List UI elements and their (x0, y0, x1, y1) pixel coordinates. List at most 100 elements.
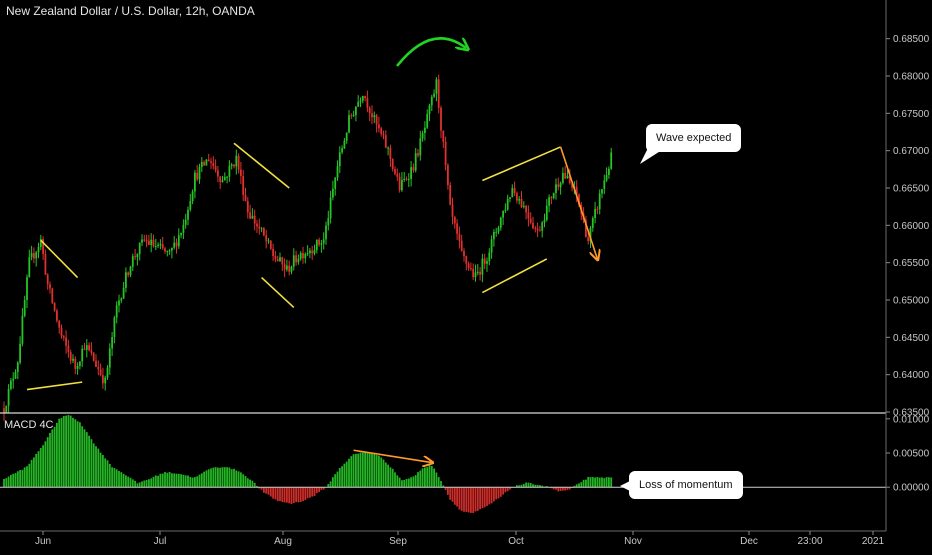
price-tick-label: 0.67500 (893, 109, 930, 120)
candle-body (92, 352, 95, 361)
candle-body (476, 271, 479, 273)
macd-bar (488, 487, 491, 505)
macd-bar (97, 448, 100, 488)
macd-bar (412, 476, 415, 488)
macd-bar (189, 476, 192, 488)
macd-bar (391, 468, 394, 488)
candle-body (472, 268, 475, 278)
divergence-arrow (353, 449, 432, 462)
macd-bar (327, 484, 330, 488)
price-tick-label: 0.66000 (893, 221, 930, 232)
macd-bar (396, 475, 399, 488)
candle-body (456, 223, 458, 234)
candle-body (302, 253, 304, 259)
macd-bar (364, 451, 366, 488)
candle-body (451, 204, 454, 217)
candle-body (437, 79, 440, 108)
candle-body (39, 239, 42, 248)
candle-body (384, 135, 387, 148)
macd-bar (33, 457, 35, 488)
candle-body (486, 261, 488, 264)
macd-bar (566, 487, 569, 490)
candle-body (338, 152, 341, 167)
candle-body (150, 239, 153, 245)
macd-bar (205, 470, 208, 488)
macd-bar (10, 474, 12, 488)
candle-body (214, 166, 217, 171)
macd-bar (19, 470, 21, 488)
macd-bar (442, 485, 445, 488)
candle-body (283, 264, 286, 270)
candle-body (106, 367, 109, 378)
macd-bar (552, 487, 555, 490)
macd-bar (65, 415, 67, 488)
candle-body (136, 254, 139, 258)
candle-body (566, 175, 569, 179)
candle-body (81, 348, 84, 362)
candle-body (127, 272, 130, 276)
candle-body (463, 250, 465, 257)
macd-bar (472, 487, 475, 513)
candle-body (318, 239, 320, 245)
candle-body (382, 133, 385, 136)
candle-body (198, 167, 201, 180)
candle-body (207, 159, 210, 162)
macd-bar (177, 473, 180, 488)
candle-body (499, 217, 502, 228)
macd-bar (304, 487, 307, 501)
candle-body (350, 115, 353, 117)
time-tick-label: Jun (35, 536, 51, 547)
macd-bar (194, 477, 196, 488)
macd-bar (520, 484, 523, 488)
candle-body (329, 197, 332, 219)
macd-bar (336, 471, 339, 488)
macd-bar (426, 467, 429, 488)
macd-bar (603, 478, 606, 488)
candle-body (233, 164, 235, 167)
macd-bar (550, 487, 553, 489)
candle-body (315, 239, 318, 251)
macd-bar (79, 422, 81, 488)
chart-title: New Zealand Dollar / U.S. Dollar, 12h, O… (6, 4, 255, 18)
candle-body (74, 358, 77, 369)
macd-bar (111, 467, 113, 488)
macd-bar (3, 478, 5, 488)
callout-pointer (640, 148, 662, 164)
candle-body (405, 178, 408, 180)
candle-body (30, 253, 33, 258)
candle-body (90, 350, 93, 353)
macd-bar (382, 459, 385, 488)
candle-body (591, 218, 594, 229)
candle-body (332, 188, 334, 198)
time-tick-label: 2021 (862, 536, 885, 547)
candle-body (69, 352, 72, 361)
macd-bar (21, 469, 24, 488)
macd-bar (104, 458, 107, 488)
time-tick-label: Nov (624, 536, 642, 547)
macd-bar (380, 457, 383, 488)
candle-body (398, 176, 401, 191)
macd-bar (173, 473, 176, 488)
candle-body (42, 239, 44, 255)
candle-body (203, 161, 205, 166)
candle-body (497, 227, 500, 232)
macd-bar (286, 487, 288, 503)
candle-body (83, 348, 86, 350)
macd-bar (141, 481, 143, 488)
macd-bar (368, 452, 371, 488)
macd-bar (506, 487, 509, 492)
candle-body (246, 201, 249, 213)
macd-bar (522, 483, 525, 488)
candle-body (299, 253, 302, 259)
candle-body (449, 184, 452, 205)
macd-bar (187, 475, 189, 488)
candle-body (320, 243, 323, 245)
candle-body (311, 250, 314, 254)
macd-bar (62, 416, 65, 488)
candle-body (557, 184, 560, 188)
candle-body (235, 155, 238, 167)
candle-body (51, 288, 54, 303)
macd-bar (582, 479, 585, 488)
